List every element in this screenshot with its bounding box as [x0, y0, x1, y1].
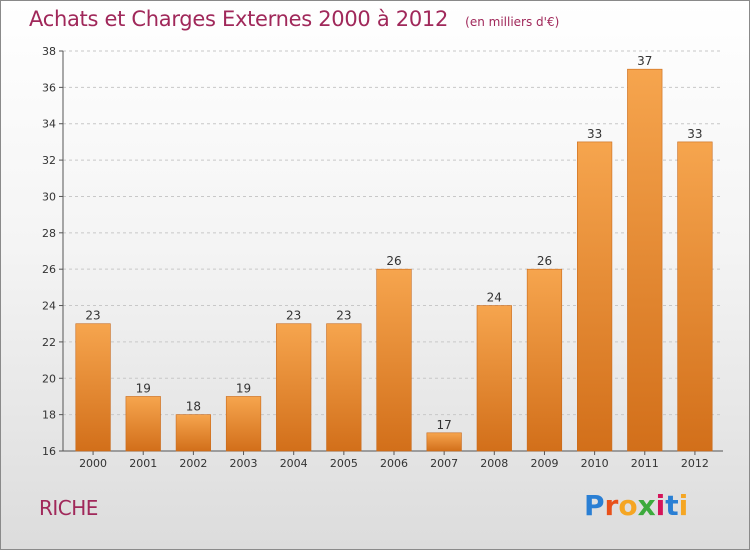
- bar-2002: [175, 414, 211, 452]
- brand-letter: o: [618, 489, 638, 522]
- bar-2008: [476, 305, 512, 452]
- data-label: 26: [537, 254, 552, 268]
- y-tick-label: 24: [42, 300, 56, 313]
- bars: [75, 68, 713, 452]
- data-label: 23: [336, 309, 351, 323]
- bar-2011: [627, 68, 663, 452]
- x-tick-label: 2001: [129, 457, 157, 470]
- chart-title: Achats et Charges Externes 2000 à 2012: [29, 7, 449, 31]
- bar-2003: [225, 396, 262, 452]
- x-tick-label: 2006: [380, 457, 408, 470]
- commune-name: RICHE: [39, 496, 98, 520]
- x-tick-label: 2009: [530, 457, 558, 470]
- bar-2007: [426, 432, 462, 452]
- brand-letter: t: [665, 489, 679, 522]
- labels: 16 18 20 22 24 26 28 30 32 34 36 38 23 2000 19 2001 18 20…: [42, 45, 709, 470]
- title-row: Achats et Charges Externes 2000 à 2012 (…: [29, 7, 559, 31]
- data-label: 17: [437, 418, 452, 432]
- data-label: 37: [637, 54, 652, 68]
- brand-letter: i: [678, 489, 689, 522]
- data-label: 26: [386, 254, 401, 268]
- y-tick-label: 28: [42, 227, 56, 240]
- x-tick-label: 2002: [179, 457, 207, 470]
- x-tick-label: 2000: [79, 457, 107, 470]
- chart-unit: (en milliers d'€): [465, 15, 560, 29]
- bar-2000: [75, 323, 111, 452]
- x-tick-label: 2003: [230, 457, 258, 470]
- data-label: 23: [85, 309, 100, 323]
- y-tick-label: 16: [42, 445, 56, 458]
- y-tick-label: 34: [42, 118, 56, 131]
- y-tick-label: 26: [42, 263, 56, 276]
- y-tick-label: 20: [42, 372, 56, 385]
- x-tick-label: 2005: [330, 457, 358, 470]
- data-label: 19: [236, 381, 251, 395]
- y-tick-label: 30: [42, 190, 56, 203]
- y-tick-label: 22: [42, 336, 56, 349]
- x-tick-label: 2008: [480, 457, 508, 470]
- data-label: 33: [587, 127, 602, 141]
- brand-logo: Proxiti: [584, 489, 688, 522]
- y-tick-label: 18: [42, 409, 56, 422]
- brand-letter: P: [584, 489, 605, 522]
- bar-2009: [526, 268, 563, 452]
- y-tick-label: 36: [42, 81, 56, 94]
- x-tick-label: 2012: [681, 457, 709, 470]
- bar-2001: [125, 396, 161, 452]
- x-tick-label: 2004: [280, 457, 308, 470]
- y-tick-label: 32: [42, 154, 56, 167]
- brand-letter: i: [655, 489, 666, 522]
- bar-2010: [577, 141, 613, 452]
- data-label: 24: [487, 291, 502, 305]
- bar-2004: [276, 323, 312, 452]
- y-tick-label: 38: [42, 45, 56, 58]
- brand-letter: r: [604, 489, 619, 522]
- x-tick-label: 2011: [631, 457, 659, 470]
- data-label: 33: [687, 127, 702, 141]
- bar-2005: [326, 323, 362, 452]
- data-label: 18: [186, 400, 201, 414]
- brand-letter: x: [637, 489, 656, 522]
- x-tick-label: 2010: [581, 457, 609, 470]
- data-label: 19: [136, 381, 151, 395]
- x-tick-label: 2007: [430, 457, 458, 470]
- bar-2012: [677, 141, 713, 452]
- data-label: 23: [286, 309, 301, 323]
- bar-2006: [376, 268, 412, 452]
